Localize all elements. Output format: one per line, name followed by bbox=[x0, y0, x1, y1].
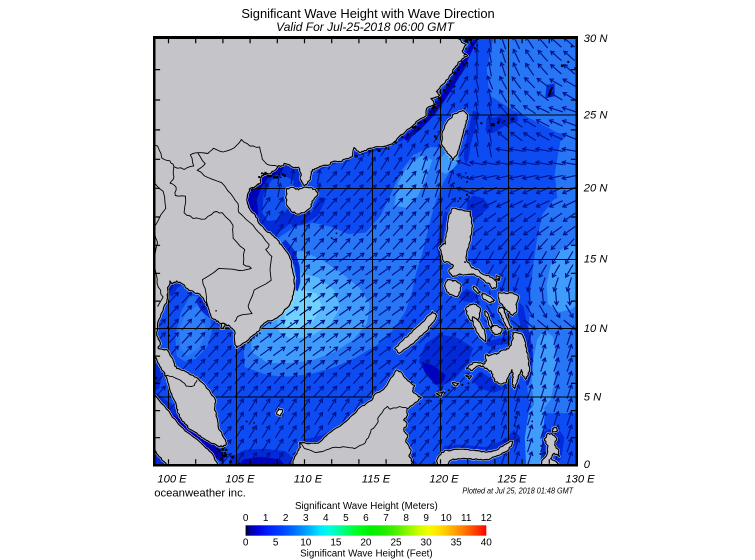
svg-text:110 E: 110 E bbox=[294, 473, 323, 485]
svg-text:7: 7 bbox=[383, 513, 389, 524]
svg-text:10: 10 bbox=[441, 513, 453, 524]
svg-text:20 N: 20 N bbox=[583, 183, 609, 195]
svg-text:25 N: 25 N bbox=[583, 109, 609, 121]
svg-text:oceanweather inc.: oceanweather inc. bbox=[154, 488, 246, 500]
svg-text:125 E: 125 E bbox=[497, 473, 527, 485]
svg-text:Significant Wave Height (Feet): Significant Wave Height (Feet) bbox=[300, 549, 433, 560]
svg-text:4: 4 bbox=[323, 513, 329, 524]
svg-text:10: 10 bbox=[300, 538, 312, 549]
svg-text:0: 0 bbox=[584, 459, 591, 471]
svg-text:5: 5 bbox=[273, 538, 279, 549]
svg-text:Significant Wave Height (Meter: Significant Wave Height (Meters) bbox=[295, 501, 438, 512]
svg-text:10 N: 10 N bbox=[584, 323, 609, 335]
svg-text:9: 9 bbox=[423, 513, 429, 524]
svg-text:115 E: 115 E bbox=[362, 473, 391, 485]
svg-text:1: 1 bbox=[263, 513, 269, 524]
svg-text:15: 15 bbox=[330, 538, 342, 549]
svg-text:3: 3 bbox=[303, 513, 309, 524]
svg-text:6: 6 bbox=[363, 513, 369, 524]
svg-text:105 E: 105 E bbox=[225, 473, 255, 485]
svg-text:120 E: 120 E bbox=[429, 473, 459, 485]
svg-text:0: 0 bbox=[243, 538, 249, 549]
svg-text:20: 20 bbox=[360, 538, 372, 549]
svg-text:25: 25 bbox=[390, 538, 402, 549]
svg-text:130 E: 130 E bbox=[565, 473, 595, 485]
svg-text:15 N: 15 N bbox=[584, 254, 609, 266]
svg-text:5: 5 bbox=[343, 513, 349, 524]
svg-text:0: 0 bbox=[243, 513, 249, 524]
svg-text:40: 40 bbox=[481, 538, 493, 549]
svg-text:Plotted at Jul 25, 2018 01:48: Plotted at Jul 25, 2018 01:48 GMT bbox=[462, 487, 574, 496]
svg-text:35: 35 bbox=[451, 538, 463, 549]
svg-text:8: 8 bbox=[403, 513, 409, 524]
svg-text:11: 11 bbox=[461, 513, 472, 524]
svg-text:30: 30 bbox=[421, 538, 433, 549]
svg-text:Significant Wave Height with W: Significant Wave Height with Wave Direct… bbox=[241, 6, 494, 21]
svg-text:5 N: 5 N bbox=[584, 391, 602, 403]
svg-text:100 E: 100 E bbox=[157, 473, 187, 485]
svg-text:2: 2 bbox=[283, 513, 289, 524]
svg-text:30 N: 30 N bbox=[584, 33, 609, 45]
svg-text:12: 12 bbox=[481, 513, 493, 524]
svg-text:Valid For Jul-25-2018 06:00 GM: Valid For Jul-25-2018 06:00 GMT bbox=[276, 20, 455, 34]
